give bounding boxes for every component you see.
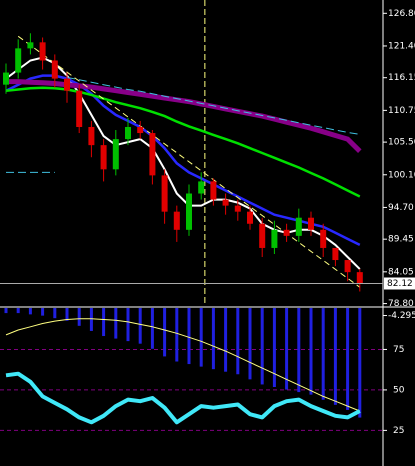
candle-body: [125, 126, 131, 140]
histogram-bar: [199, 308, 203, 367]
candle-body: [234, 205, 241, 212]
y-tick-label: 126.80: [388, 9, 415, 19]
y-tick-label: 75: [393, 345, 404, 355]
candle-body: [344, 260, 351, 273]
histogram-bar: [309, 308, 313, 395]
histogram-bar: [260, 308, 264, 385]
candle-body: [332, 247, 339, 261]
candle-body: [173, 211, 180, 230]
y-tick-label: 50: [393, 385, 405, 395]
candle-body: [161, 175, 168, 212]
y-tick-label: 89.45: [388, 235, 414, 245]
candle-body: [3, 72, 9, 85]
histogram-bar: [224, 308, 228, 372]
candle-body: [15, 48, 22, 73]
histogram-bar: [358, 308, 362, 418]
candle-body: [39, 42, 46, 61]
histogram-bar: [297, 308, 301, 393]
indicator-line: [5, 318, 360, 412]
candle-body: [64, 78, 70, 91]
candle-body: [186, 193, 192, 230]
candle-body: [76, 90, 83, 127]
candle-body: [259, 223, 266, 248]
histogram-bar: [346, 308, 350, 410]
candle-body: [198, 181, 205, 194]
candle-body: [100, 145, 107, 170]
trendline: [17, 35, 361, 288]
candle-body: [295, 217, 302, 236]
candle-body: [210, 181, 217, 200]
price-label: 82.12: [387, 279, 413, 289]
candle-body: [247, 211, 253, 224]
histogram-bar: [211, 308, 215, 370]
candle-body: [356, 272, 363, 284]
y-tick-label: 121.40: [388, 41, 415, 51]
y-tick-label: 105.50: [388, 138, 415, 148]
y-tick-label: 84.05: [388, 267, 414, 277]
candle-body: [308, 217, 314, 230]
histogram-bar: [321, 308, 325, 400]
histogram-bar: [138, 308, 142, 344]
histogram-bar: [187, 308, 191, 365]
histogram-bar: [28, 308, 32, 315]
moving-average: [66, 76, 360, 135]
y-tick-label: 78.80: [388, 299, 414, 309]
histogram-bar: [175, 308, 179, 362]
histogram-bar: [272, 308, 276, 387]
candle-body: [271, 229, 278, 248]
price-label-box: [384, 277, 415, 290]
y-tick-label: 116.15: [388, 73, 415, 83]
y2-tick-label: -4.295: [388, 311, 415, 321]
histogram-bar: [285, 308, 289, 390]
histogram-bar: [4, 308, 8, 314]
histogram-bar: [89, 308, 93, 331]
y-tick-label: 110.75: [388, 106, 415, 116]
candle-body: [51, 60, 58, 79]
candle-body: [149, 133, 156, 176]
y-tick-label: 100.10: [388, 170, 415, 180]
histogram-bar: [102, 308, 106, 337]
candle-body: [112, 139, 119, 170]
histogram-bar: [248, 308, 252, 380]
candle-body: [27, 42, 34, 49]
histogram-bar: [16, 308, 20, 314]
candle-body: [222, 199, 229, 206]
y-tick-label: 94.70: [388, 203, 414, 213]
candle-body: [320, 229, 327, 248]
histogram-bar: [150, 308, 154, 349]
histogram-bar: [163, 308, 167, 357]
histogram-bar: [236, 308, 240, 375]
histogram-bar: [114, 308, 118, 339]
candle-body: [137, 126, 144, 134]
histogram-bar: [77, 308, 81, 326]
histogram-bar: [41, 308, 45, 316]
histogram-bar: [126, 308, 130, 342]
histogram-bar: [333, 308, 337, 405]
y-tick-label: 25: [393, 426, 404, 436]
histogram-bar: [53, 308, 57, 319]
indicator-line: [5, 371, 361, 425]
histogram-bar: [65, 308, 69, 321]
candle-body: [88, 126, 95, 146]
candle-body: [283, 229, 290, 236]
